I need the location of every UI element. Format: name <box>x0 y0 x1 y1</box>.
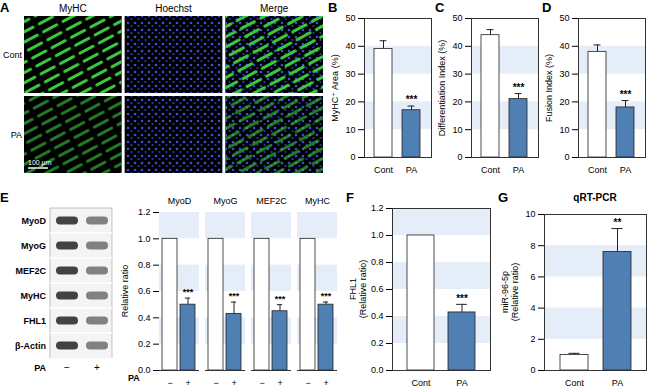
svg-text:10: 10 <box>452 125 462 135</box>
svg-text:+: + <box>231 378 236 388</box>
svg-text:PA: PA <box>513 165 524 175</box>
svg-text:0.0: 0.0 <box>371 365 384 375</box>
svg-text:PA: PA <box>612 378 623 388</box>
svg-text:Cont: Cont <box>565 378 585 388</box>
svg-text:MyoG: MyoG <box>213 196 237 206</box>
svg-text:10: 10 <box>525 209 535 219</box>
svg-text:0: 0 <box>564 152 569 162</box>
svg-text:***: *** <box>513 82 525 93</box>
svg-text:MyHC: MyHC <box>305 196 330 206</box>
svg-text:MyoD: MyoD <box>22 216 47 226</box>
svg-text:30: 30 <box>452 69 462 79</box>
svg-text:20: 20 <box>345 97 355 107</box>
html-text:FHL1 (Relative ratio): FHL1 (Relative ratio) <box>348 259 368 319</box>
svg-text:+: + <box>277 378 282 388</box>
html-text:C: C <box>435 0 445 15</box>
svg-text:Hoechst: Hoechst <box>155 3 192 14</box>
html-text:Fusion Index (%): Fusion Index (%) <box>544 53 554 122</box>
svg-text:50: 50 <box>345 13 355 23</box>
svg-text:100 μm: 100 μm <box>28 159 52 167</box>
svg-text:PA: PA <box>456 378 467 388</box>
svg-text:0.8: 0.8 <box>371 257 384 267</box>
svg-text:30: 30 <box>559 69 569 79</box>
svg-text:30: 30 <box>345 69 355 79</box>
svg-text:Cont: Cont <box>481 165 501 175</box>
svg-text:4: 4 <box>530 303 535 313</box>
svg-text:−: − <box>305 378 310 388</box>
svg-text:+: + <box>323 378 328 388</box>
svg-text:MyoD: MyoD <box>168 196 192 206</box>
svg-text:FHL1: FHL1 <box>24 316 47 326</box>
svg-text:1.2: 1.2 <box>371 203 384 213</box>
svg-text:β-Actin: β-Actin <box>15 341 46 351</box>
html-text:MyHC⁺ Area (%): MyHC⁺ Area (%) <box>330 53 340 122</box>
svg-text:+: + <box>94 362 100 373</box>
html-text:A: A <box>0 0 10 15</box>
html-text:PA: PA <box>128 373 140 383</box>
svg-text:0: 0 <box>350 152 355 162</box>
html-text:miR-96-5p (Relative ratio): miR-96-5p (Relative ratio) <box>500 262 520 322</box>
svg-text:−: − <box>64 362 70 373</box>
html-text:F: F <box>346 190 354 205</box>
svg-text:1.2: 1.2 <box>138 207 151 217</box>
html-text:E: E <box>0 190 9 205</box>
svg-text:Merge: Merge <box>260 3 289 14</box>
html-text:qRT-PCR: qRT-PCR <box>573 192 617 203</box>
svg-text:40: 40 <box>345 41 355 51</box>
svg-text:20: 20 <box>559 97 569 107</box>
svg-text:20: 20 <box>452 97 462 107</box>
svg-text:0.4: 0.4 <box>371 311 384 321</box>
svg-text:−: − <box>259 378 264 388</box>
svg-text:40: 40 <box>452 41 462 51</box>
svg-text:**: ** <box>614 217 622 228</box>
html-text:Differentiation Index (%): Differentiation Index (%) <box>437 39 447 136</box>
svg-text:Cont: Cont <box>374 165 394 175</box>
svg-text:0.2: 0.2 <box>371 338 384 348</box>
svg-text:40: 40 <box>559 41 569 51</box>
svg-text:MyHC: MyHC <box>59 3 87 14</box>
svg-text:−: − <box>167 378 172 388</box>
svg-text:8: 8 <box>530 241 535 251</box>
html-text:B: B <box>328 0 338 15</box>
svg-text:Cont: Cont <box>588 165 608 175</box>
svg-text:0.2: 0.2 <box>138 339 151 349</box>
svg-text:0: 0 <box>530 365 535 375</box>
svg-text:0.8: 0.8 <box>138 260 151 270</box>
svg-text:−: − <box>213 378 218 388</box>
svg-text:10: 10 <box>559 125 569 135</box>
svg-text:0.0: 0.0 <box>138 365 151 375</box>
svg-text:1.0: 1.0 <box>138 234 151 244</box>
svg-text:0.6: 0.6 <box>138 286 151 296</box>
svg-text:6: 6 <box>530 272 535 282</box>
html-text:G: G <box>498 190 509 205</box>
svg-text:***: *** <box>321 291 332 301</box>
svg-text:1.0: 1.0 <box>371 230 384 240</box>
svg-text:MyHC: MyHC <box>20 291 46 301</box>
svg-text:PA: PA <box>620 165 631 175</box>
svg-text:Cont: Cont <box>3 50 23 60</box>
svg-text:***: *** <box>620 89 632 100</box>
html-text:Relative ratio: Relative ratio <box>120 264 130 318</box>
svg-text:Cont: Cont <box>411 378 431 388</box>
svg-text:***: *** <box>406 94 418 105</box>
svg-text:50: 50 <box>452 13 462 23</box>
html-text:D: D <box>542 0 552 15</box>
svg-text:PA: PA <box>11 130 22 140</box>
svg-text:0.4: 0.4 <box>138 313 151 323</box>
svg-text:***: *** <box>183 287 194 297</box>
svg-text:PA: PA <box>406 165 417 175</box>
svg-text:***: *** <box>456 293 468 304</box>
svg-text:PA: PA <box>34 363 46 373</box>
svg-text:MyoG: MyoG <box>21 241 46 251</box>
svg-text:2: 2 <box>530 334 535 344</box>
svg-text:+: + <box>185 378 190 388</box>
svg-text:MEF2C: MEF2C <box>256 196 287 206</box>
svg-text:***: *** <box>229 291 240 301</box>
svg-text:***: *** <box>275 294 286 304</box>
svg-text:0: 0 <box>457 152 462 162</box>
svg-text:10: 10 <box>345 125 355 135</box>
svg-text:MEF2C: MEF2C <box>15 266 46 276</box>
svg-text:0.6: 0.6 <box>371 284 384 294</box>
svg-text:50: 50 <box>559 13 569 23</box>
